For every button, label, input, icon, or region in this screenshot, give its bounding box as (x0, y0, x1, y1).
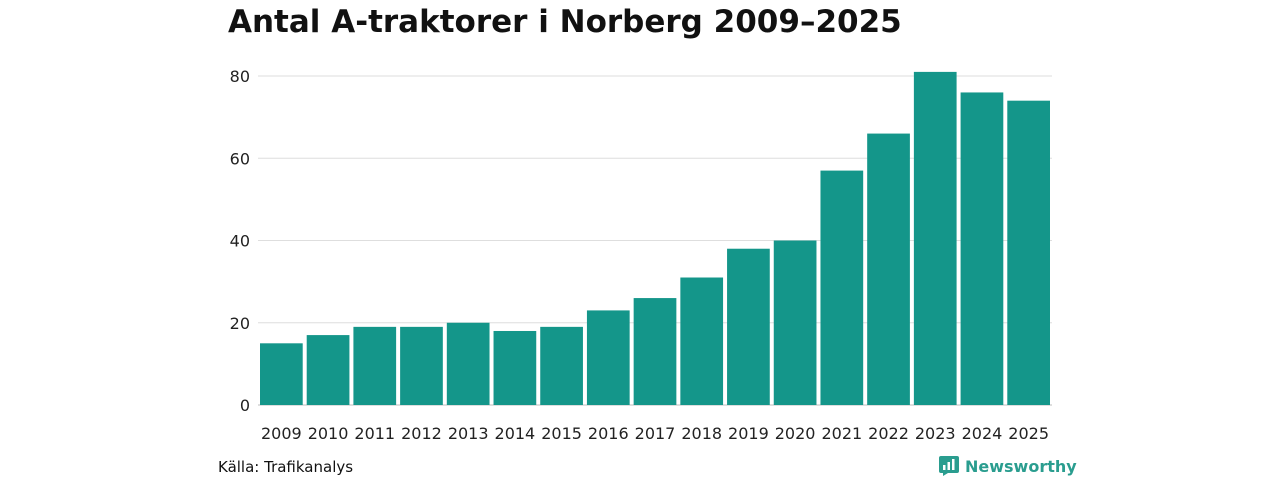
bar-2010 (306, 335, 350, 405)
x-tick-label: 2019 (728, 424, 769, 443)
x-tick-label: 2013 (448, 424, 489, 443)
bar-2016 (586, 310, 630, 405)
x-tick-label: 2009 (261, 424, 302, 443)
x-tick-label: 2015 (541, 424, 582, 443)
bar-2018 (680, 277, 724, 405)
bar-2024 (960, 92, 1004, 405)
bar-2011 (353, 326, 397, 405)
y-tick-label: 60 (230, 149, 250, 168)
x-tick-label: 2011 (354, 424, 395, 443)
x-tick-label: 2018 (681, 424, 722, 443)
newsworthy-logo-icon (939, 456, 959, 476)
x-tick-label: 2017 (635, 424, 676, 443)
x-tick-label: 2010 (308, 424, 349, 443)
brand-logo: Newsworthy (939, 456, 1077, 476)
bar-2021 (820, 170, 864, 405)
bar-2025 (1007, 100, 1050, 406)
x-tick-label: 2024 (962, 424, 1003, 443)
x-tick-label: 2025 (1008, 424, 1049, 443)
y-tick-label: 80 (230, 67, 250, 86)
y-tick-label: 40 (230, 232, 250, 251)
x-tick-label: 2020 (775, 424, 816, 443)
x-tick-label: 2022 (868, 424, 909, 443)
y-tick-label: 20 (230, 314, 250, 333)
bar-2020 (773, 240, 817, 405)
bar-2009 (260, 343, 303, 405)
bar-2019 (727, 248, 770, 405)
chart-title: Antal A-traktorer i Norberg 2009–2025 (228, 4, 902, 40)
bars (260, 71, 1050, 406)
x-tick-label: 2012 (401, 424, 442, 443)
y-tick-label: 0 (240, 396, 250, 415)
x-tick-label: 2023 (915, 424, 956, 443)
bar-2015 (540, 326, 583, 405)
bar-2014 (493, 330, 537, 405)
bar-2023 (913, 71, 957, 405)
x-tick-label: 2021 (821, 424, 862, 443)
bar-2022 (867, 133, 910, 405)
x-axis-ticks: 2009 2010 2011 2012 2013 2014 2015 2016 2017 2018… (261, 424, 1049, 443)
brand-name: Newsworthy (965, 456, 1077, 476)
x-tick-label: 2014 (495, 424, 536, 443)
bar-2017 (633, 298, 677, 405)
source-note: Källa: Trafikanalys (218, 458, 354, 476)
x-tick-label: 2016 (588, 424, 629, 443)
bar-2013 (446, 322, 490, 405)
y-axis-ticks: 0 20 40 60 80 (230, 67, 250, 415)
bar-2012 (400, 326, 443, 405)
